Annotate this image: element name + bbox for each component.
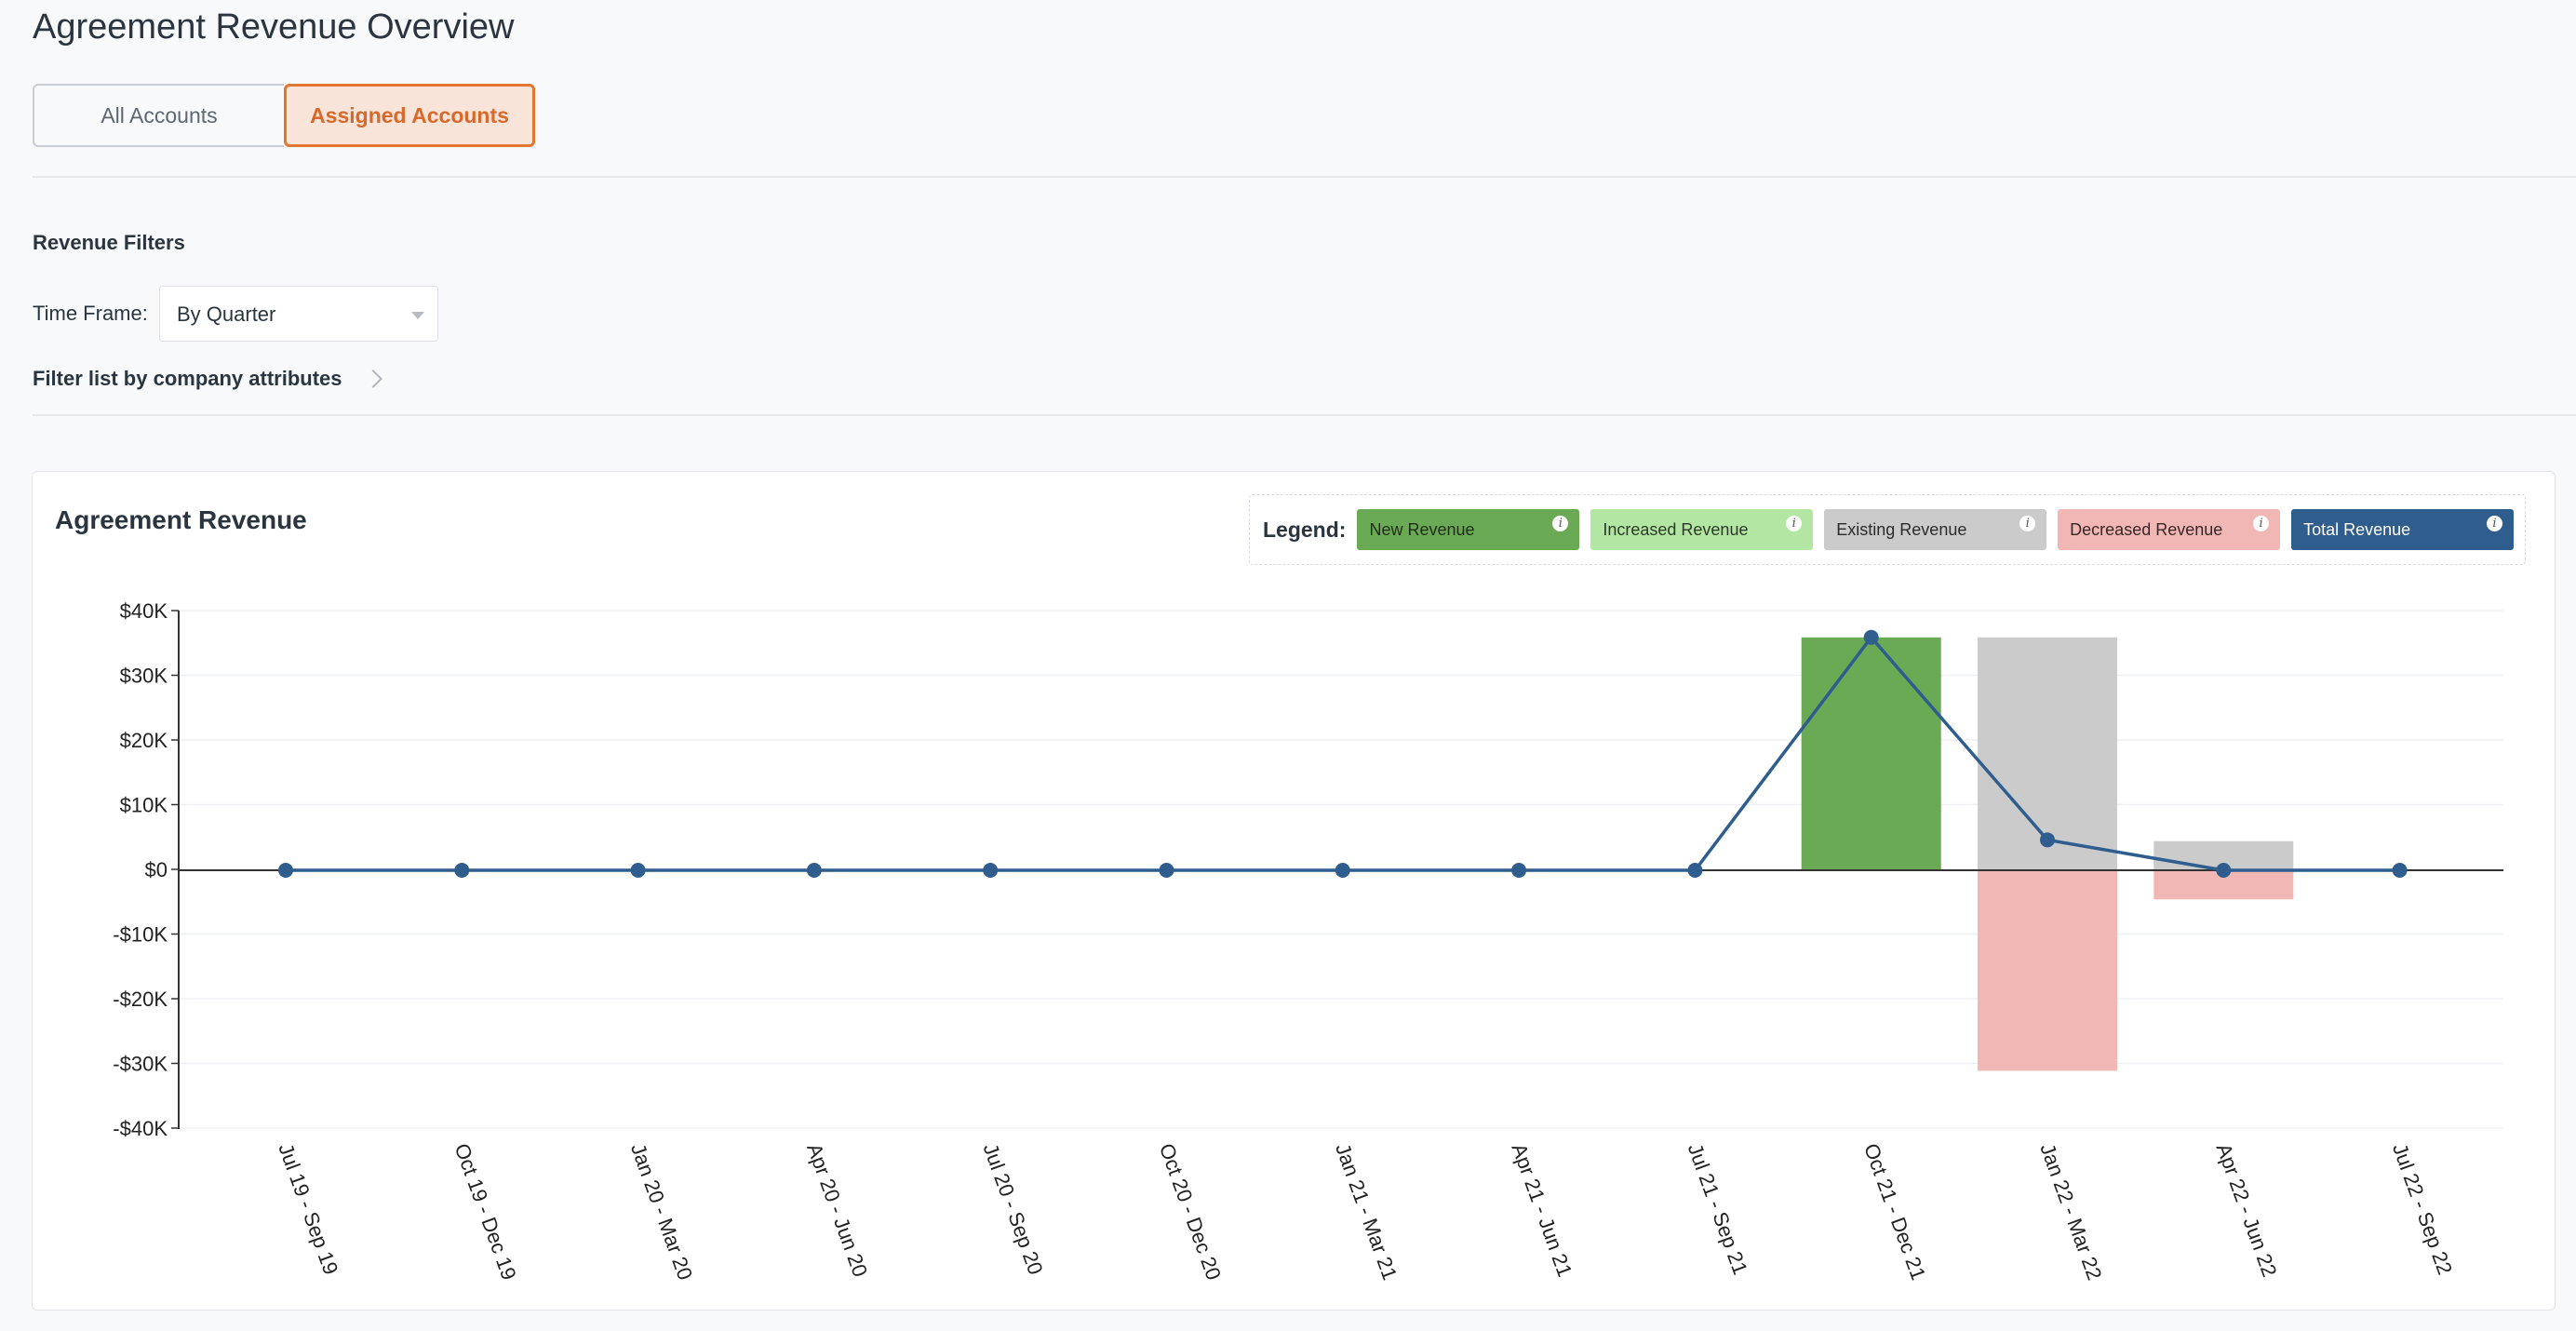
legend-item-decreased-revenue[interactable]: Decreased Revenue i	[2058, 509, 2281, 550]
info-icon[interactable]: i	[1552, 516, 1569, 531]
x-tick-label: Apr 21 - Jun 21	[1507, 1140, 1576, 1280]
divider	[33, 176, 2576, 178]
x-tick-label: Apr 20 - Jun 20	[802, 1140, 872, 1280]
revenue-chart: $40K $30K $20K $10K $0 -$10K -$20K -$30K -$40K Ju…	[113, 599, 2503, 1283]
y-tick-label: $10K	[120, 794, 168, 817]
y-tick-label: $40K	[120, 599, 168, 623]
x-tick-label: Apr 22 - Jun 22	[2212, 1140, 2282, 1280]
chart-legend: Legend: New Revenue i Increased Revenue …	[1249, 494, 2526, 565]
legend-item-label: Decreased Revenue	[2070, 519, 2223, 539]
info-icon[interactable]: i	[2019, 516, 2036, 531]
account-toggle: All Accounts Assigned Accounts	[33, 84, 535, 147]
y-tick-label: -$10K	[113, 923, 168, 947]
info-icon[interactable]: i	[2486, 516, 2502, 531]
bar-decreased-revenue	[1978, 870, 2117, 1071]
chevron-right-icon	[363, 370, 382, 388]
time-frame-label: Time Frame:	[33, 302, 148, 325]
x-tick-label: Jul 22 - Sep 22	[2388, 1140, 2457, 1278]
legend-item-label: New Revenue	[1369, 519, 1475, 539]
x-tick-label: Jan 21 - Mar 21	[1331, 1140, 1402, 1283]
bar-new-revenue	[1801, 637, 1941, 870]
x-tick-label: Jan 20 - Mar 20	[626, 1140, 697, 1283]
total-revenue-point	[454, 863, 470, 878]
legend-label: Legend:	[1263, 517, 1347, 542]
x-tick-label: Jan 22 - Mar 22	[2035, 1140, 2106, 1283]
company-attributes-filter-toggle[interactable]: Filter list by company attributes	[33, 367, 382, 391]
total-revenue-point	[630, 863, 646, 878]
total-revenue-point	[1687, 863, 1703, 878]
x-tick-label: Jul 19 - Sep 19	[274, 1140, 342, 1278]
y-tick-label: -$30K	[113, 1053, 168, 1076]
total-revenue-point	[806, 863, 822, 878]
y-tick-label: -$20K	[113, 988, 168, 1011]
all-accounts-button[interactable]: All Accounts	[33, 84, 284, 147]
total-revenue-point	[2392, 863, 2408, 878]
company-attributes-filter-label: Filter list by company attributes	[33, 367, 342, 390]
revenue-filters-heading: Revenue Filters	[33, 231, 185, 254]
info-icon[interactable]: i	[1786, 516, 1803, 531]
y-tick-label: -$40K	[113, 1117, 168, 1140]
time-frame-value: By Quarter	[177, 302, 276, 326]
x-tick-label: Oct 19 - Dec 19	[450, 1140, 521, 1283]
total-revenue-point	[2040, 832, 2055, 848]
assigned-accounts-button[interactable]: Assigned Accounts	[284, 84, 535, 147]
total-revenue-point	[983, 863, 999, 878]
legend-item-new-revenue[interactable]: New Revenue i	[1357, 509, 1580, 550]
chart-title: Agreement Revenue	[55, 505, 307, 534]
total-revenue-point	[1159, 863, 1174, 878]
x-tick-label: Oct 20 - Dec 20	[1155, 1140, 1226, 1283]
page-title: Agreement Revenue Overview	[33, 7, 515, 47]
legend-item-label: Increased Revenue	[1603, 519, 1749, 539]
legend-item-existing-revenue[interactable]: Existing Revenue i	[1824, 509, 2047, 550]
legend-item-label: Existing Revenue	[1836, 519, 1967, 539]
y-tick-label: $30K	[120, 665, 168, 688]
legend-item-increased-revenue[interactable]: Increased Revenue i	[1590, 509, 1814, 550]
bar-existing-revenue	[1978, 637, 2117, 870]
legend-item-total-revenue[interactable]: Total Revenue i	[2291, 509, 2514, 550]
total-revenue-point	[1863, 629, 1879, 645]
legend-item-label: Total Revenue	[2303, 519, 2411, 539]
x-tick-label: Jul 20 - Sep 20	[979, 1140, 1048, 1278]
time-frame-select[interactable]: By Quarter	[159, 286, 438, 342]
total-revenue-point	[278, 863, 293, 878]
total-revenue-point	[1511, 863, 1527, 878]
x-tick-label: Jul 21 - Sep 21	[1684, 1140, 1752, 1278]
agreement-revenue-card: Agreement Revenue Legend: New Revenue i …	[32, 471, 2556, 1311]
total-revenue-point	[2216, 863, 2232, 878]
divider	[33, 414, 2576, 416]
total-revenue-point	[1335, 863, 1350, 878]
caret-down-icon	[411, 312, 424, 319]
x-tick-label: Oct 21 - Dec 21	[1859, 1140, 1930, 1283]
y-tick-label: $20K	[120, 729, 168, 752]
info-icon[interactable]: i	[2253, 516, 2270, 531]
y-tick-label: $0	[145, 858, 168, 881]
